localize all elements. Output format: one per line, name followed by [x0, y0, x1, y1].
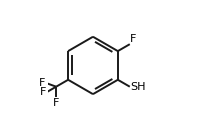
Text: F: F: [130, 34, 137, 44]
Text: F: F: [40, 87, 46, 97]
Text: SH: SH: [131, 82, 146, 92]
Text: F: F: [39, 78, 46, 88]
Text: F: F: [53, 98, 59, 108]
